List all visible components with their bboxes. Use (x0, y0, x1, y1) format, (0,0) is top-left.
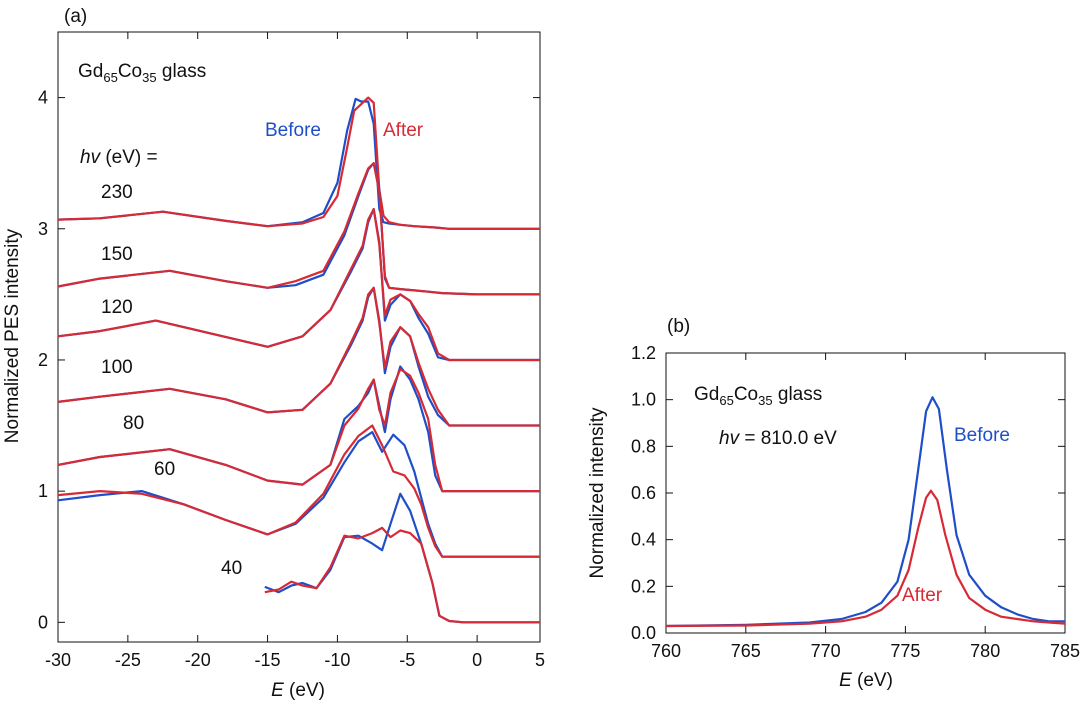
panel-a-x-tick-label: -10 (324, 650, 350, 670)
panel-a-y-tick-label: 1 (38, 481, 48, 501)
panel-a-y-tick-label: 4 (38, 88, 48, 108)
panel-a-x-tick-label: -5 (399, 650, 415, 670)
panel-a-legend-after: After (383, 120, 424, 141)
panel-b-series-after (665, 489, 1066, 628)
panel-b-label: (b) (667, 316, 690, 337)
panel-b-x-tick-label: 760 (651, 641, 681, 661)
hv-label-60: 60 (154, 459, 175, 480)
panel-b-x-tick-label: 770 (811, 641, 841, 661)
hv-label-40: 40 (221, 558, 242, 579)
panel-b-x-tick-label: 765 (731, 641, 761, 661)
panel-b-y-ticks: 0.0 0.2 0.4 0.6 0.8 1.0 1.2 (631, 343, 1065, 643)
panel-a-y-tick-label: 2 (38, 350, 48, 370)
panel-b-x-ticks: 760 765 770 775 780 785 (651, 353, 1080, 661)
panel-a-series (57, 96, 540, 624)
panel-a-y-ticks: 0 1 2 3 4 (38, 88, 540, 632)
panel-b-series (665, 396, 1066, 628)
hv-label-150: 150 (101, 244, 133, 265)
panel-b-x-axis-label: E (eV) (839, 670, 893, 691)
panel-a-y-tick-label: 0 (38, 612, 48, 632)
panel-a-x-tick-label: 5 (535, 650, 545, 670)
panel-a-x-tick-label: -15 (255, 650, 281, 670)
panel-a-series-after-hv80 (57, 368, 540, 493)
hv-label-80: 80 (123, 413, 144, 434)
panel-a-sample-label: Gd65Co35 glass (78, 61, 206, 85)
panel-b-series-before (665, 396, 1065, 628)
panel-a-series-after-hv150 (57, 162, 540, 296)
panel-b-legend-before: Before (954, 425, 1010, 446)
panel-b-hv-label: hv = 810.0 eV (719, 428, 837, 449)
hv-label-120: 120 (101, 297, 133, 318)
panel-a-y-axis-label: Normalized PES intensity (2, 228, 23, 443)
panel-a-series-after-hv120 (57, 208, 540, 362)
panel-b-x-tick-label: 785 (1050, 641, 1080, 661)
panel-a-hv-label: hv (eV) = (80, 147, 158, 168)
panel-a-series-after-hv60 (57, 424, 540, 558)
panel-b-y-tick-label: 0.4 (631, 530, 656, 550)
panel-a-x-tick-label: -20 (185, 650, 211, 670)
panel-b-y-axis-label: Normalized intensity (587, 407, 608, 579)
panel-b-y-tick-label: 0.8 (631, 436, 656, 456)
panel-a: (a) -30 -25 -20 -15 -10 -5 0 5 0 1 2 3 4 E (eV) Nor… (2, 6, 545, 701)
panel-b-y-tick-label: 1.2 (631, 343, 656, 363)
panel-b-y-tick-label: 0.0 (631, 623, 656, 643)
panel-b-x-tick-label: 775 (890, 641, 920, 661)
panel-a-x-ticks: -30 -25 -20 -15 -10 -5 0 5 (45, 32, 545, 670)
panel-b-legend-after: After (902, 585, 943, 606)
panel-a-series-after-hv100 (57, 286, 540, 427)
panel-a-x-tick-label: -30 (45, 650, 71, 670)
panel-a-series-after-hv40 (264, 526, 540, 624)
panel-a-x-tick-label: -25 (115, 650, 141, 670)
hv-label-100: 100 (101, 357, 133, 378)
panel-a-series-before-hv60 (57, 431, 540, 558)
panel-a-x-tick-label: 0 (472, 650, 482, 670)
panel-a-y-tick-label: 3 (38, 219, 48, 239)
panel-a-x-axis-label: E (eV) (271, 680, 325, 701)
panel-a-series-after-hv230 (57, 96, 540, 230)
panel-a-label: (a) (64, 6, 87, 27)
panel-b-y-tick-label: 0.6 (631, 483, 656, 503)
panel-a-legend-before: Before (265, 120, 321, 141)
panel-b-x-tick-label: 780 (970, 641, 1000, 661)
panel-b-sample-label: Gd65Co35 glass (694, 384, 822, 408)
panel-a-frame (57, 31, 541, 643)
panel-b: (b) 760 765 770 775 780 785 0.0 0.2 0.4 0.6 0.8 1.… (587, 316, 1080, 691)
panel-b-y-tick-label: 0.2 (631, 576, 656, 596)
hv-label-230: 230 (101, 182, 133, 203)
panel-b-y-tick-label: 1.0 (631, 390, 656, 410)
